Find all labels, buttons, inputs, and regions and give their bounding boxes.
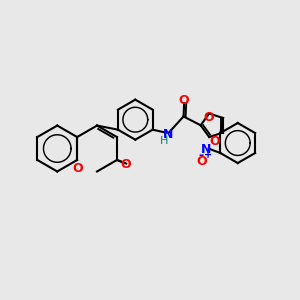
Text: +: +: [204, 150, 212, 160]
Text: N: N: [201, 143, 212, 156]
Text: O: O: [204, 110, 214, 124]
Text: O: O: [120, 158, 131, 171]
Text: N: N: [163, 128, 173, 141]
Text: O: O: [179, 94, 190, 107]
Text: H: H: [160, 136, 168, 146]
Text: O: O: [72, 162, 83, 175]
Text: -: -: [198, 148, 203, 162]
Text: O: O: [196, 155, 207, 168]
Text: O: O: [209, 135, 220, 148]
